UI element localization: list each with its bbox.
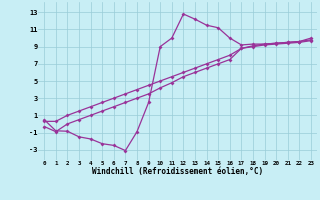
X-axis label: Windchill (Refroidissement éolien,°C): Windchill (Refroidissement éolien,°C) (92, 167, 263, 176)
